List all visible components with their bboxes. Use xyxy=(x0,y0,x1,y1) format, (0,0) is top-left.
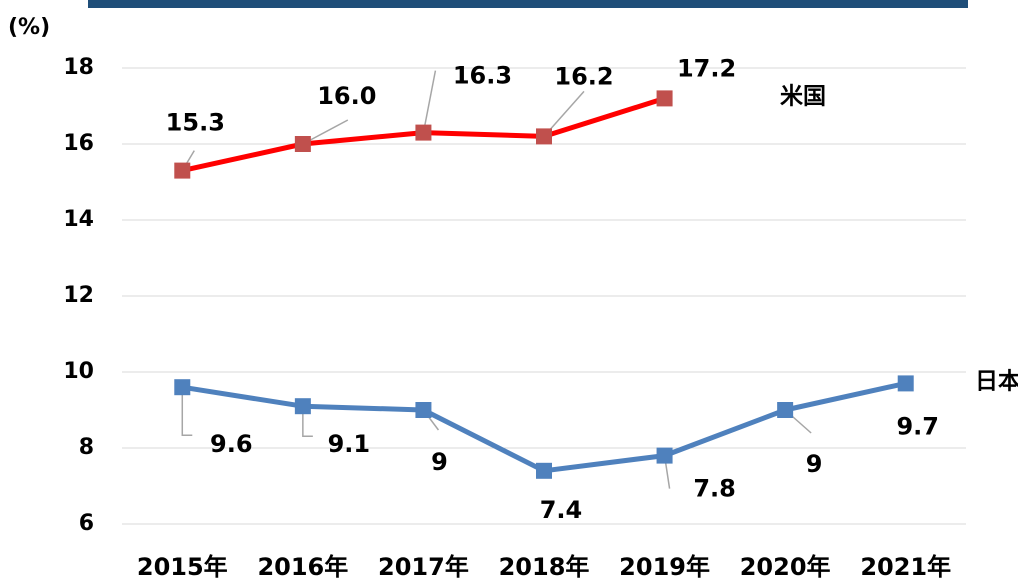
data-label: 16.3 xyxy=(453,62,512,90)
data-label: 9.1 xyxy=(328,430,371,458)
data-label: 16.0 xyxy=(317,82,376,110)
marker xyxy=(415,124,432,141)
marker xyxy=(294,398,311,415)
data-label: 7.4 xyxy=(540,496,583,524)
y-axis-label: (%) xyxy=(8,15,50,40)
data-label: 9 xyxy=(806,450,823,478)
x-tick-label: 2015年 xyxy=(137,553,228,581)
leader-line xyxy=(422,70,437,133)
marker xyxy=(415,402,432,418)
data-label: 15.3 xyxy=(166,109,225,137)
data-label: 9.7 xyxy=(896,412,939,440)
y-tick-label: 10 xyxy=(63,359,94,384)
x-tick-label: 2019年 xyxy=(619,553,710,581)
y-tick-label: 18 xyxy=(63,55,94,80)
leader-line xyxy=(302,406,313,437)
marker xyxy=(536,128,552,145)
data-label: 17.2 xyxy=(677,54,736,82)
x-tick-label: 2021年 xyxy=(860,553,951,581)
legend-label: 日本 xyxy=(975,369,1018,395)
y-tick-label: 16 xyxy=(63,131,94,156)
marker xyxy=(174,379,191,396)
data-label: 9 xyxy=(431,448,448,476)
y-tick-label: 14 xyxy=(63,207,94,232)
leader-line xyxy=(181,387,193,436)
marker xyxy=(174,162,191,179)
y-tick-label: 12 xyxy=(63,283,94,308)
marker xyxy=(777,402,794,418)
x-tick-label: 2020年 xyxy=(740,553,831,581)
data-label: 16.2 xyxy=(554,62,613,90)
series-line xyxy=(181,380,907,474)
data-label: 7.8 xyxy=(693,475,736,503)
y-tick-label: 8 xyxy=(79,435,94,460)
marker xyxy=(656,90,673,107)
data-label: 9.6 xyxy=(210,430,253,458)
header-bar xyxy=(88,0,968,8)
marker xyxy=(656,447,673,464)
marker xyxy=(536,462,552,479)
marker xyxy=(294,136,311,152)
x-tick-label: 2018年 xyxy=(499,553,590,581)
marker xyxy=(897,375,914,392)
legend-label: 米国 xyxy=(780,84,826,110)
x-tick-label: 2017年 xyxy=(378,553,469,581)
x-tick-label: 2016年 xyxy=(257,553,348,581)
y-tick-label: 6 xyxy=(79,511,94,536)
